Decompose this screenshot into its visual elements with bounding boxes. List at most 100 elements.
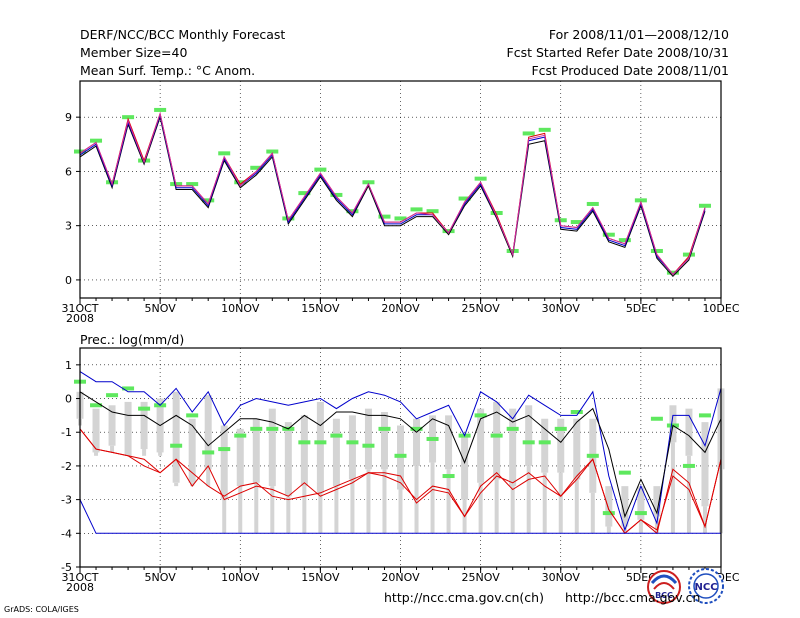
spread-whisker	[110, 445, 115, 453]
y-tick-label: 0	[65, 274, 72, 287]
x-tick-label: 10NOV	[221, 302, 260, 315]
ensemble-marker	[442, 229, 455, 234]
spread-whisker	[686, 455, 691, 534]
member-size: Member Size=40	[80, 45, 188, 60]
ensemble-marker	[554, 426, 567, 431]
ensemble-marker	[538, 127, 551, 132]
ensemble-marker	[362, 443, 375, 448]
spread-whisker	[270, 486, 275, 534]
ensemble-marker	[410, 426, 423, 431]
ensemble-marker	[634, 511, 647, 516]
ensemble-marker	[426, 209, 439, 214]
precip-variable-label: Prec.: log(mm/d)	[80, 332, 185, 347]
ensemble-marker	[330, 433, 343, 438]
spread-box	[236, 428, 244, 487]
spread-whisker	[142, 449, 147, 456]
ensemble-marker	[538, 440, 551, 445]
spread-box	[92, 408, 100, 453]
bcc-logo-text: BCC	[655, 591, 673, 600]
x-tick-label: 30NOV	[542, 571, 581, 584]
y-tick-label: -3	[61, 494, 72, 507]
spread-box	[268, 408, 276, 487]
series-line-red	[79, 428, 722, 535]
ensemble-marker	[522, 440, 535, 445]
ensemble-marker	[618, 238, 631, 243]
ensemble-marker	[298, 191, 311, 196]
grads-credit: GrADS: COLA/IGES	[4, 605, 79, 614]
spread-whisker	[590, 492, 595, 534]
spread-whisker	[542, 472, 547, 534]
spread-box	[605, 486, 613, 527]
ensemble-marker	[682, 463, 695, 468]
ensemble-marker	[266, 426, 279, 431]
ensemble-marker	[266, 149, 279, 154]
spread-box	[653, 486, 661, 517]
spread-whisker	[190, 482, 195, 487]
ncc-logo-text: NCC	[694, 582, 717, 593]
ensemble-marker	[698, 413, 711, 418]
spread-box	[509, 408, 517, 487]
ensemble-marker	[602, 232, 615, 237]
ensemble-marker	[586, 201, 599, 206]
series-line-red	[79, 111, 706, 276]
y-tick-label: -5	[61, 561, 72, 574]
ensemble-marker	[570, 410, 583, 415]
spread-whisker	[94, 452, 99, 456]
spread-box	[493, 401, 501, 480]
ncc-url[interactable]: http://ncc.cma.gov.cn(ch)	[384, 590, 544, 605]
ensemble-marker	[570, 220, 583, 225]
ncc-logo: NCC	[688, 568, 724, 604]
ensemble-marker	[346, 209, 359, 214]
spread-whisker	[254, 482, 259, 534]
ensemble-marker	[90, 403, 103, 408]
ensemble-marker	[682, 252, 695, 257]
x-tick-label: 10NOV	[221, 571, 260, 584]
spread-whisker	[574, 479, 579, 534]
forecast-produced-date: Fcst Produced Date 2008/11/01	[531, 63, 729, 78]
ensemble-marker	[378, 426, 391, 431]
ensemble-marker	[234, 433, 247, 438]
spread-box	[204, 395, 212, 470]
spread-box	[637, 486, 645, 520]
ensemble-marker	[698, 203, 711, 208]
ensemble-marker	[106, 393, 119, 398]
spread-box	[300, 415, 308, 487]
x-tick-label: 15NOV	[301, 571, 340, 584]
spread-box	[252, 418, 260, 483]
spread-box	[541, 418, 549, 473]
spread-whisker	[334, 486, 339, 534]
x-tick-label: 20NOV	[381, 302, 420, 315]
ensemble-marker	[138, 406, 151, 411]
ensemble-marker	[666, 270, 679, 275]
ensemble-marker	[362, 180, 375, 185]
spread-box	[124, 401, 132, 456]
spread-box	[685, 408, 693, 456]
ensemble-marker	[314, 440, 327, 445]
bcc-url[interactable]: http://bcc.cma.gov.cn	[565, 590, 701, 605]
spread-box	[701, 422, 709, 507]
x-tick-label: 31OCT	[61, 571, 98, 584]
ensemble-marker	[122, 386, 135, 391]
x-tick-label: 2008	[66, 312, 94, 325]
ensemble-marker	[298, 440, 311, 445]
x-tick-label: 15NOV	[301, 302, 340, 315]
ensemble-marker	[218, 447, 231, 452]
ensemble-marker	[330, 192, 343, 197]
x-tick-label: 25NOV	[462, 302, 501, 315]
spread-whisker	[526, 465, 531, 534]
chart-title: DERF/NCC/BCC Monthly Forecast	[80, 27, 286, 42]
spread-whisker	[478, 482, 483, 534]
ensemble-marker	[506, 248, 519, 253]
spread-whisker	[446, 469, 451, 534]
spread-box	[140, 401, 148, 450]
ensemble-marker	[522, 131, 535, 136]
spread-box	[477, 408, 485, 483]
spread-whisker	[670, 442, 675, 534]
spread-whisker	[206, 469, 211, 487]
ensemble-marker	[122, 115, 135, 120]
spread-box	[108, 405, 116, 446]
ensemble-marker	[346, 440, 359, 445]
spread-whisker	[494, 479, 499, 534]
